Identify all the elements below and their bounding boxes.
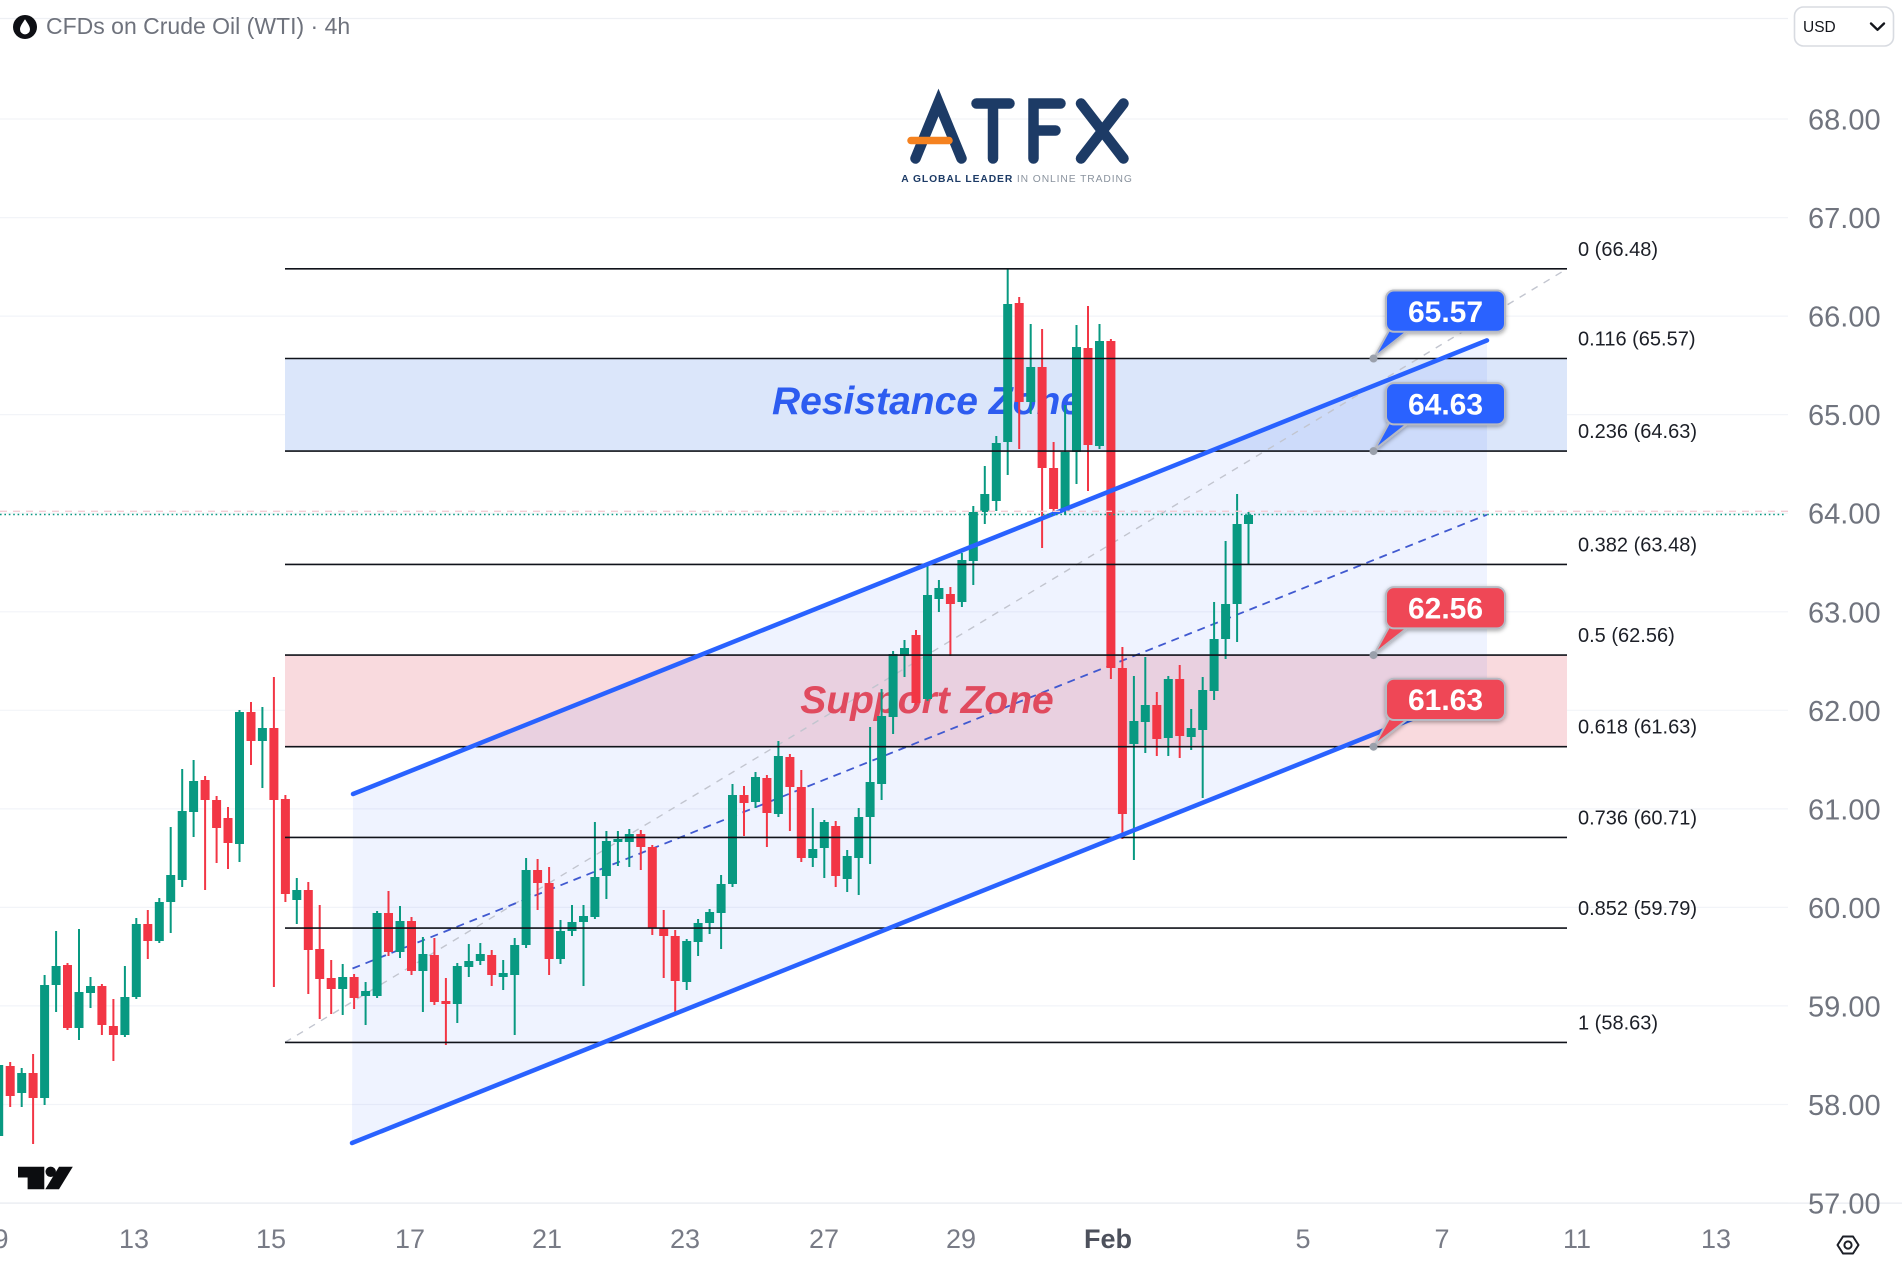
svg-text:57.00: 57.00 <box>1808 1189 1881 1221</box>
svg-text:13: 13 <box>1701 1224 1731 1254</box>
svg-text:11: 11 <box>1563 1224 1591 1254</box>
svg-text:29: 29 <box>946 1224 976 1254</box>
svg-text:63.00: 63.00 <box>1808 597 1881 629</box>
svg-text:66.00: 66.00 <box>1808 302 1881 334</box>
svg-text:A GLOBAL LEADER IN ONLINE TRAD: A GLOBAL LEADER IN ONLINE TRADING <box>901 174 1132 185</box>
svg-text:15: 15 <box>256 1224 286 1254</box>
svg-text:27: 27 <box>809 1224 839 1254</box>
svg-text:62.00: 62.00 <box>1808 696 1881 728</box>
svg-text:61.00: 61.00 <box>1808 794 1881 826</box>
svg-text:0.382 (63.48): 0.382 (63.48) <box>1578 534 1697 556</box>
svg-text:65.00: 65.00 <box>1808 400 1881 432</box>
svg-text:67.00: 67.00 <box>1808 203 1881 235</box>
svg-text:64.63: 64.63 <box>1408 389 1483 422</box>
svg-text:1 (58.63): 1 (58.63) <box>1578 1012 1658 1034</box>
svg-text:9: 9 <box>0 1224 9 1254</box>
svg-text:64.00: 64.00 <box>1808 499 1881 531</box>
svg-text:62.56: 62.56 <box>1408 593 1483 626</box>
svg-text:13: 13 <box>119 1224 149 1254</box>
svg-text:23: 23 <box>670 1224 700 1254</box>
svg-text:Resistance Zone: Resistance Zone <box>772 380 1082 423</box>
svg-text:21: 21 <box>532 1224 562 1254</box>
svg-text:17: 17 <box>395 1224 425 1254</box>
svg-text:0.618 (61.63): 0.618 (61.63) <box>1578 717 1697 739</box>
svg-text:0.236 (64.63): 0.236 (64.63) <box>1578 421 1697 443</box>
svg-text:7: 7 <box>1434 1224 1449 1254</box>
svg-text:0.852 (59.79): 0.852 (59.79) <box>1578 898 1697 920</box>
svg-text:0.5 (62.56): 0.5 (62.56) <box>1578 625 1675 647</box>
svg-text:0.116 (65.57): 0.116 (65.57) <box>1578 329 1696 351</box>
svg-text:65.57: 65.57 <box>1408 296 1483 329</box>
svg-text:5: 5 <box>1295 1224 1310 1254</box>
svg-text:0.736 (60.71): 0.736 (60.71) <box>1578 807 1697 829</box>
svg-text:68.00: 68.00 <box>1808 105 1881 137</box>
svg-text:61.63: 61.63 <box>1408 684 1483 717</box>
svg-text:58.00: 58.00 <box>1808 1090 1881 1122</box>
svg-text:0 (66.48): 0 (66.48) <box>1578 239 1658 261</box>
svg-text:59.00: 59.00 <box>1808 991 1881 1023</box>
svg-text:60.00: 60.00 <box>1808 893 1881 925</box>
svg-text:Feb: Feb <box>1084 1224 1132 1254</box>
svg-text:CFDs on Crude Oil (WTI) · 4h: CFDs on Crude Oil (WTI) · 4h <box>46 13 350 39</box>
svg-text:USD: USD <box>1803 19 1836 36</box>
